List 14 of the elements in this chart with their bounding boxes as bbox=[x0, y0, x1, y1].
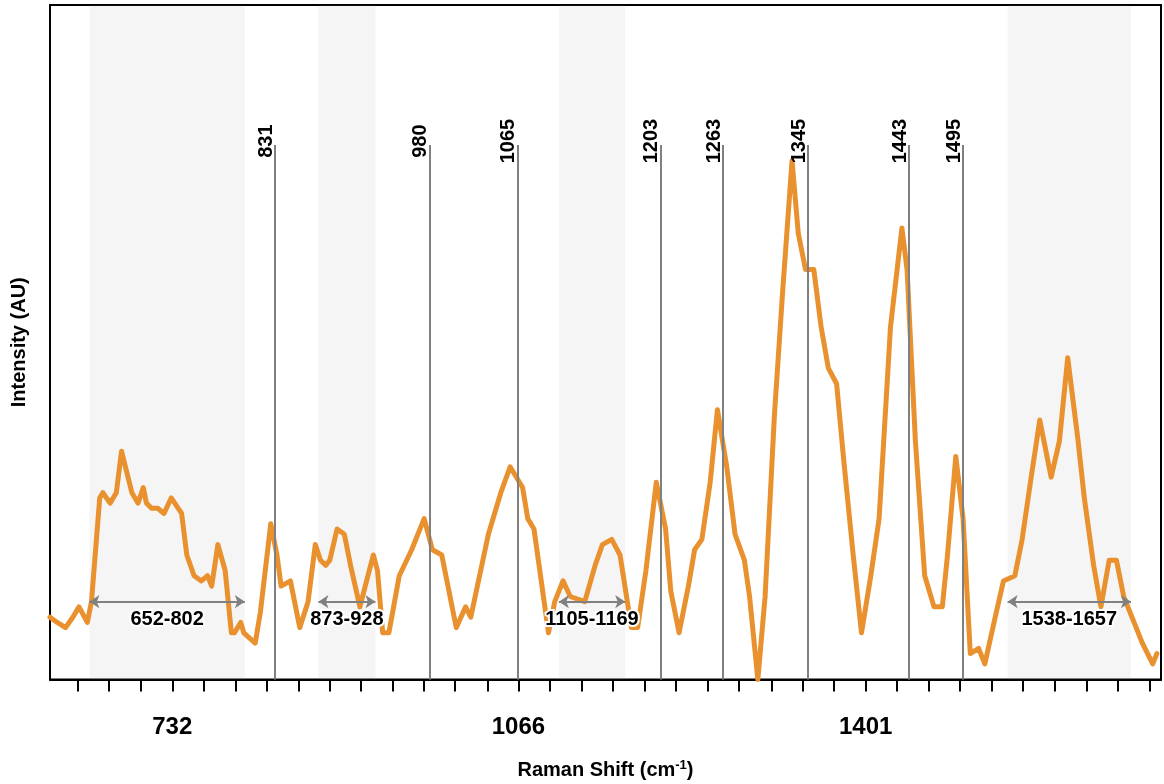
ref-line-label: 980 bbox=[408, 124, 431, 158]
ref-line-label: 1065 bbox=[496, 118, 519, 164]
y-axis-title: Intensity (AU) bbox=[7, 277, 29, 408]
ref-line-label: 1203 bbox=[639, 118, 662, 164]
ref-line-label: 1495 bbox=[942, 118, 965, 164]
ref-line-label: 1443 bbox=[888, 118, 911, 164]
band-label: 652-802 bbox=[130, 606, 204, 629]
x-tick-label: 1066 bbox=[491, 712, 546, 739]
x-tick-label: 1401 bbox=[838, 712, 893, 739]
band-label: 1538-1657 bbox=[1021, 606, 1118, 629]
ref-line-label: 1263 bbox=[701, 118, 724, 164]
ref-line-label: 831 bbox=[253, 124, 276, 158]
ref-line-label: 1345 bbox=[786, 118, 809, 164]
x-tick-label: 732 bbox=[152, 712, 193, 739]
